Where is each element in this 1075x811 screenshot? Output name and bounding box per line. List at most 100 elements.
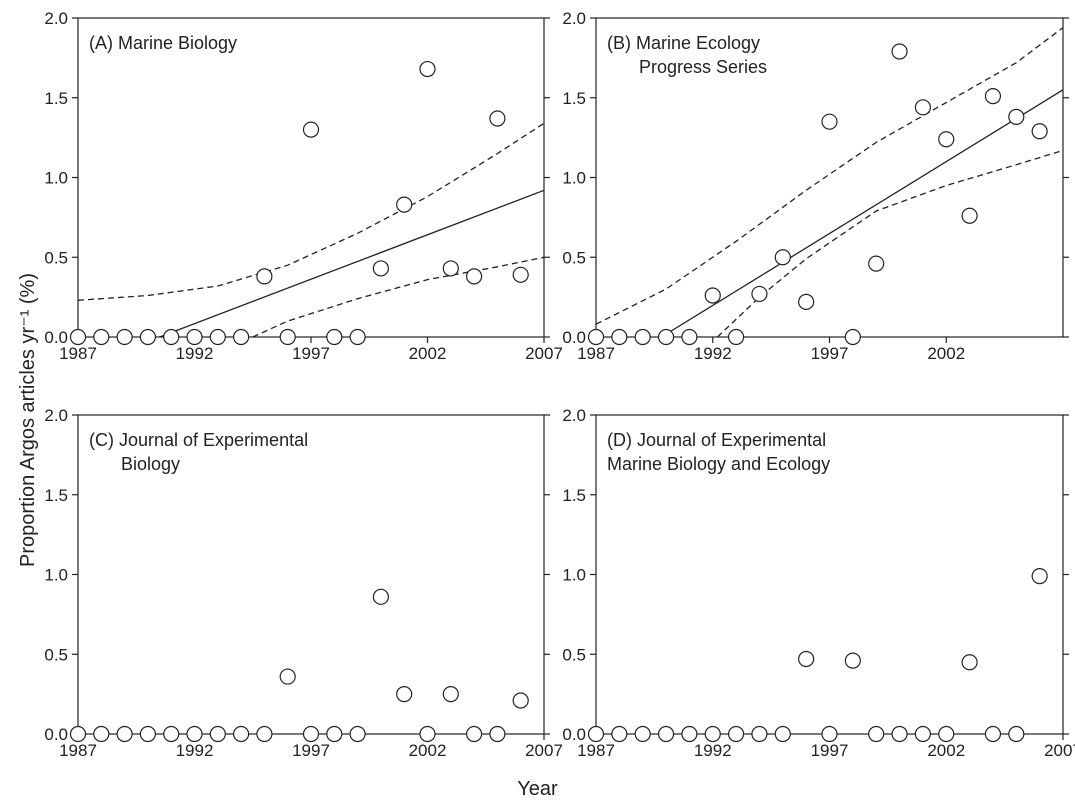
data-point: [466, 725, 483, 743]
data-point: [751, 725, 768, 743]
data-point: [1008, 725, 1025, 743]
x-tick-label: 2007: [525, 344, 563, 363]
y-tick-label: 0.5: [562, 645, 586, 664]
panel-b: 0.0 0.5 1.0 1.5 2.0 1987 1992 1997 2002 (B) Marin…: [562, 9, 1069, 363]
data-point: [984, 725, 1002, 743]
data-point: [233, 328, 250, 346]
panel-title: (C) Journal of Experimental: [89, 430, 308, 450]
data-point: [326, 725, 343, 743]
data-point: [798, 293, 815, 311]
data-point: [442, 686, 459, 703]
panel-title: (B) Marine Ecology: [607, 33, 760, 53]
ci-lower-line: [252, 256, 544, 337]
data-point: [279, 668, 296, 685]
y-tick-label: 0.0: [562, 328, 586, 347]
x-tick-label: 1992: [694, 344, 732, 363]
x-tick-label: 1997: [292, 741, 330, 760]
data-point: [512, 692, 529, 709]
data-point: [914, 725, 932, 743]
data-point: [163, 328, 180, 346]
data-point: [727, 725, 745, 743]
x-tick-label: 1997: [292, 344, 330, 363]
data-point: [116, 328, 133, 346]
data-point: [326, 328, 343, 346]
data-point: [116, 725, 133, 743]
data-point: [891, 43, 908, 60]
data-point: [93, 328, 110, 346]
data-point: [914, 99, 932, 116]
y-tick-label: 1.0: [44, 169, 68, 188]
panel-title: Marine Biology and Ecology: [607, 454, 830, 474]
x-tick-label: 2007: [1044, 741, 1075, 760]
data-point: [233, 725, 250, 743]
y-tick-label: 1.0: [44, 566, 68, 585]
y-tick-label: 0.5: [44, 645, 68, 664]
data-point: [1031, 567, 1048, 585]
data-point: [396, 686, 413, 703]
data-point: [611, 725, 628, 743]
data-point: [634, 328, 651, 346]
data-point: [611, 328, 628, 346]
panel-title: Biology: [121, 454, 180, 474]
y-tick-label: 0.5: [562, 248, 586, 267]
data-point: [139, 328, 156, 346]
data-point: [774, 725, 791, 743]
y-tick-label: 0.0: [44, 725, 68, 744]
data-point: [186, 328, 203, 346]
y-tick-label: 2.0: [562, 9, 586, 28]
x-tick-label: 1997: [811, 741, 849, 760]
data-point: [634, 725, 651, 743]
y-tick-label: 0.0: [44, 328, 68, 347]
data-point: [704, 287, 721, 304]
data-point: [1008, 108, 1025, 125]
data-point: [657, 328, 675, 346]
data-point: [984, 88, 1002, 105]
x-tick-label: 2002: [409, 741, 447, 760]
ci-upper-line: [596, 27, 1063, 325]
x-tick-label: 1992: [176, 741, 214, 760]
data-point: [938, 131, 955, 148]
data-point: [349, 328, 366, 346]
x-tick-label: 2007: [525, 741, 563, 760]
data-point: [798, 650, 815, 668]
x-tick-label: 1987: [577, 344, 615, 363]
data-point: [372, 260, 389, 277]
y-tick-label: 1.5: [562, 89, 586, 108]
fit-lines: [78, 122, 544, 337]
data-point: [302, 121, 320, 138]
data-point: [69, 725, 87, 743]
data-point: [466, 268, 483, 285]
data-point: [442, 260, 459, 277]
data-point: [489, 110, 506, 127]
y-tick-label: 1.5: [44, 89, 68, 108]
panel-a: 0.0 0.5 1.0 1.5 2.0 1987 1992 1997 2002 2007 (A) M…: [44, 9, 563, 363]
panel-title: Progress Series: [639, 57, 767, 77]
x-tick-label: 2002: [927, 344, 965, 363]
x-tick-label: 1992: [176, 344, 214, 363]
y-axis-label: Proportion Argos articles yr⁻¹ (%): [12, 0, 44, 806]
data-point: [961, 654, 978, 671]
data-point: [657, 725, 675, 743]
data-point: [256, 268, 273, 285]
data-point: [209, 725, 226, 743]
data-point: [489, 725, 506, 743]
data-point: [681, 725, 698, 743]
data-point: [186, 725, 203, 743]
data-point: [868, 255, 885, 272]
data-point: [256, 725, 273, 743]
y-tick-label: 2.0: [44, 406, 68, 425]
regression-line: [159, 189, 544, 337]
data-point: [349, 725, 366, 743]
data-point: [279, 328, 296, 346]
data-point: [372, 588, 389, 605]
panel-title: (D) Journal of Experimental: [607, 430, 826, 450]
data-point: [821, 113, 838, 130]
ci-lower-line: [716, 149, 1063, 337]
data-point: [419, 725, 436, 743]
data-point: [69, 328, 87, 346]
y-tick-label: 1.5: [562, 486, 586, 505]
regression-line: [661, 89, 1063, 337]
data-point: [512, 266, 529, 283]
data-point: [681, 328, 698, 346]
